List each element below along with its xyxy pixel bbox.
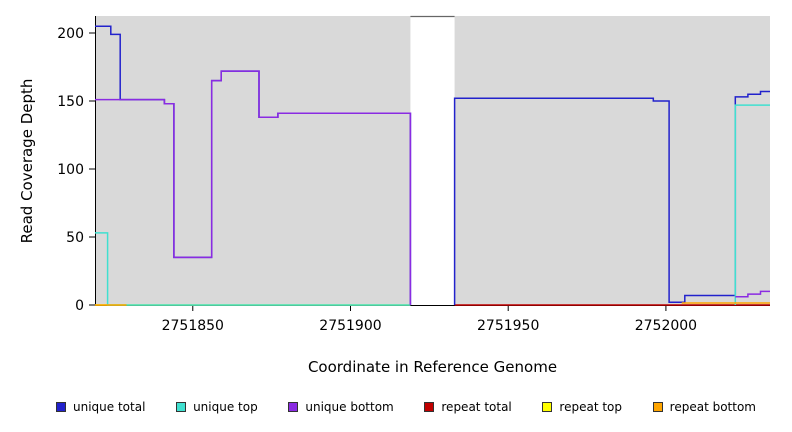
y-tick-label: 100 (57, 162, 84, 178)
legend-item-unique-total: unique total (56, 400, 145, 414)
legend-swatch (288, 402, 299, 412)
series-line-unique-top (95, 232, 411, 306)
series-line-unique-bottom (735, 290, 770, 298)
coverage-plot: 2751850 2751900 2751950 2752000 0 50 100 150 200 (57, 15, 770, 334)
legend-item-repeat-bottom: repeat bottom (652, 400, 756, 414)
legend-item-repeat-top: repeat top (542, 400, 622, 414)
legend-label: repeat total (441, 400, 512, 414)
legend-swatch (542, 402, 553, 412)
series-line-unique-top (734, 104, 770, 305)
y-tick-label: 200 (57, 26, 84, 42)
y-tick-label: 150 (57, 94, 84, 110)
legend-label: unique bottom (305, 400, 394, 414)
legend-swatch (652, 402, 663, 412)
legend-swatch (424, 402, 435, 412)
x-tick-label: 2751950 (477, 318, 539, 334)
x-tick-label: 2751850 (162, 318, 224, 334)
legend: unique total unique top unique bottom re… (56, 400, 756, 414)
series-line-unique-total (453, 90, 770, 305)
y-tick-label: 0 (75, 298, 84, 314)
legend-label: repeat top (559, 400, 623, 414)
legend-swatch (176, 402, 187, 412)
x-axis-title: Coordinate in Reference Genome (307, 358, 558, 376)
legend-swatch (56, 402, 66, 412)
legend-label: repeat bottom (669, 400, 756, 414)
legend-label: unique top (193, 400, 258, 414)
legend-item-unique-top: unique top (176, 400, 258, 414)
legend-item-repeat-total: repeat total (424, 400, 512, 414)
y-tick-label: 50 (66, 230, 84, 246)
legend-item-unique-bottom: unique bottom (288, 400, 394, 414)
y-axis-title: Read Coverage Depth (18, 78, 36, 244)
x-tick-label: 2751900 (319, 318, 381, 334)
legend-label: unique total (73, 400, 146, 414)
coverage-gap (410, 16, 455, 305)
series-line-unique-bottom (95, 70, 412, 305)
x-tick-label: 2752000 (635, 318, 697, 334)
